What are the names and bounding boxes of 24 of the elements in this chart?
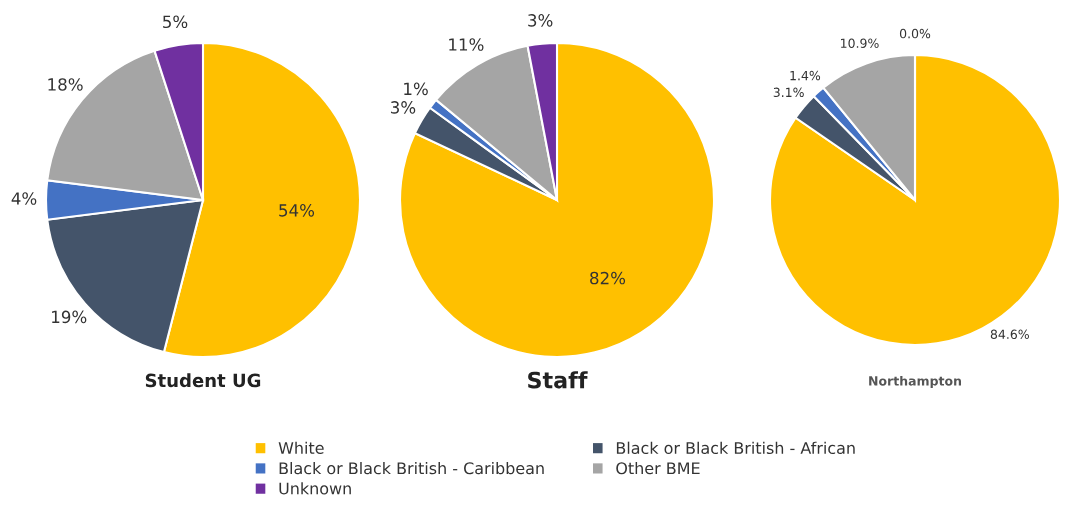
data-label: 82% [590,271,626,285]
legend-label: White [278,441,324,455]
text: Staff [528,371,588,389]
pie-slice [768,53,1062,347]
data-label: 84.6% [990,329,1029,340]
data-label: 19% [52,310,87,324]
legend-label: Black or Black British - Caribbean [279,461,544,475]
data-label: 11% [449,38,484,51]
legend-label: Other BME [616,461,700,475]
data-label: 1.4% [790,70,821,81]
text: Northampton [869,375,961,389]
data-label: 1% [404,82,428,96]
text: 0.0% [899,28,931,39]
data-label: 3% [391,101,416,114]
data-label: 4% [11,192,37,205]
data-label: 10.9% [841,38,879,48]
text: Student UG [145,373,261,388]
data-label: 5% [163,15,188,29]
data-label: 54% [279,204,315,217]
data-label: 3.1% [773,87,804,98]
data-label: 18% [48,78,83,91]
legend-label: Black or Black British - African [616,441,855,455]
legend-label: Unknown [279,482,351,495]
data-label: 3% [528,14,553,27]
